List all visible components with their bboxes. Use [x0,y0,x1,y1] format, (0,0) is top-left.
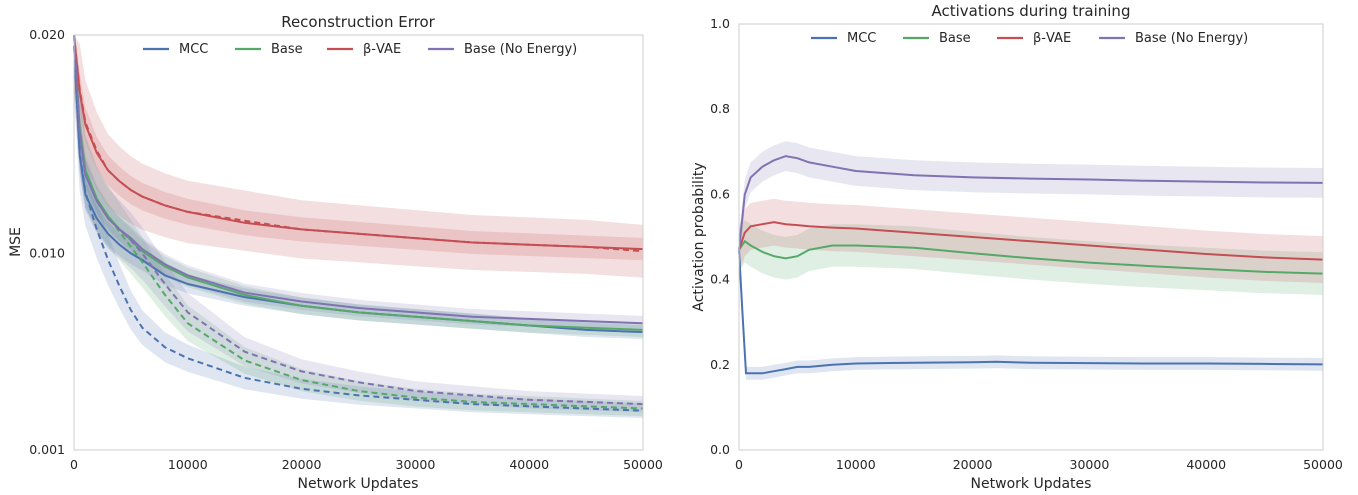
legend-left: MCC Base β-VAE Base (No Energy) [143,42,577,57]
x-tick-label: 20000 [282,457,322,472]
y-tick-label: 0.6 [710,186,730,201]
series-line-1-1 [738,239,1324,275]
chart-title-right: Activations during training [932,2,1131,20]
x-axis-label-right: Network Updates [971,476,1092,492]
legend-label: β-VAE [363,42,401,57]
x-tick-label: 10000 [836,457,876,472]
series-line-0-6 [73,34,644,253]
x-tick-label: 50000 [1303,457,1343,472]
legend-right: MCC Base β-VAE Base (No Energy) [811,31,1248,46]
legend-label: Base [271,42,303,57]
series-lines-left [73,34,644,412]
y-tick-label: 0.4 [710,272,730,287]
x-ticks-right: 0 10000 20000 30000 40000 50000 [735,457,1343,472]
legend-label: Base (No Energy) [464,42,577,57]
y-ticks-right: 0.0 0.2 0.4 0.6 0.8 1.0 [710,16,730,457]
activations-chart: Activations during training 0 10000 20000 3… [691,2,1343,492]
confidence-bands-right [739,141,1323,380]
legend-label: MCC [847,31,876,46]
x-axis-label-left: Network Updates [298,476,419,492]
x-ticks-left: 0 10000 20000 30000 40000 50000 [70,457,663,472]
series-lines-right [738,155,1324,375]
band-0-6 [74,35,643,278]
y-tick-label: 0.8 [710,101,730,116]
series-line-1-3 [738,155,1324,250]
series-line-0-7 [73,34,644,406]
chart-title-left: Reconstruction Error [281,13,435,31]
y-tick-label: 1.0 [710,16,730,31]
x-tick-label: 40000 [1186,457,1226,472]
y-tick-label: 0.010 [29,245,65,260]
band-0-7 [74,35,643,413]
y-tick-label: 0.020 [29,27,65,42]
band-1-3 [739,141,1323,265]
x-tick-label: 20000 [953,457,993,472]
x-tick-label: 10000 [168,457,208,472]
reconstruction-error-chart: Reconstruction Error 0 10000 20000 30000 400… [8,13,663,492]
legend-label: Base (No Energy) [1135,31,1248,46]
confidence-bands-left [74,35,643,418]
x-tick-label: 30000 [1070,457,1110,472]
y-axis-label-left: MSE [8,227,24,257]
legend-label: β-VAE [1033,31,1071,46]
plot-frame-right [738,23,1324,451]
y-tick-label: 0.2 [710,357,730,372]
x-tick-label: 0 [735,457,743,472]
legend-label: Base [939,31,971,46]
x-tick-label: 40000 [509,457,549,472]
x-tick-label: 30000 [396,457,436,472]
series-line-1-2 [738,221,1324,261]
series-line-1-0 [738,249,1324,375]
y-ticks-left: 0.001 0.010 0.020 [29,27,65,457]
legend-label: MCC [179,42,208,57]
y-tick-label: 0.001 [29,442,65,457]
plot-frame-left [73,34,644,451]
band-0-2 [74,35,643,261]
y-tick-label: 0.0 [710,442,730,457]
series-line-0-5 [73,34,644,410]
x-tick-label: 50000 [623,457,663,472]
x-tick-label: 0 [70,457,78,472]
y-axis-label-right: Activation probability [691,162,707,311]
